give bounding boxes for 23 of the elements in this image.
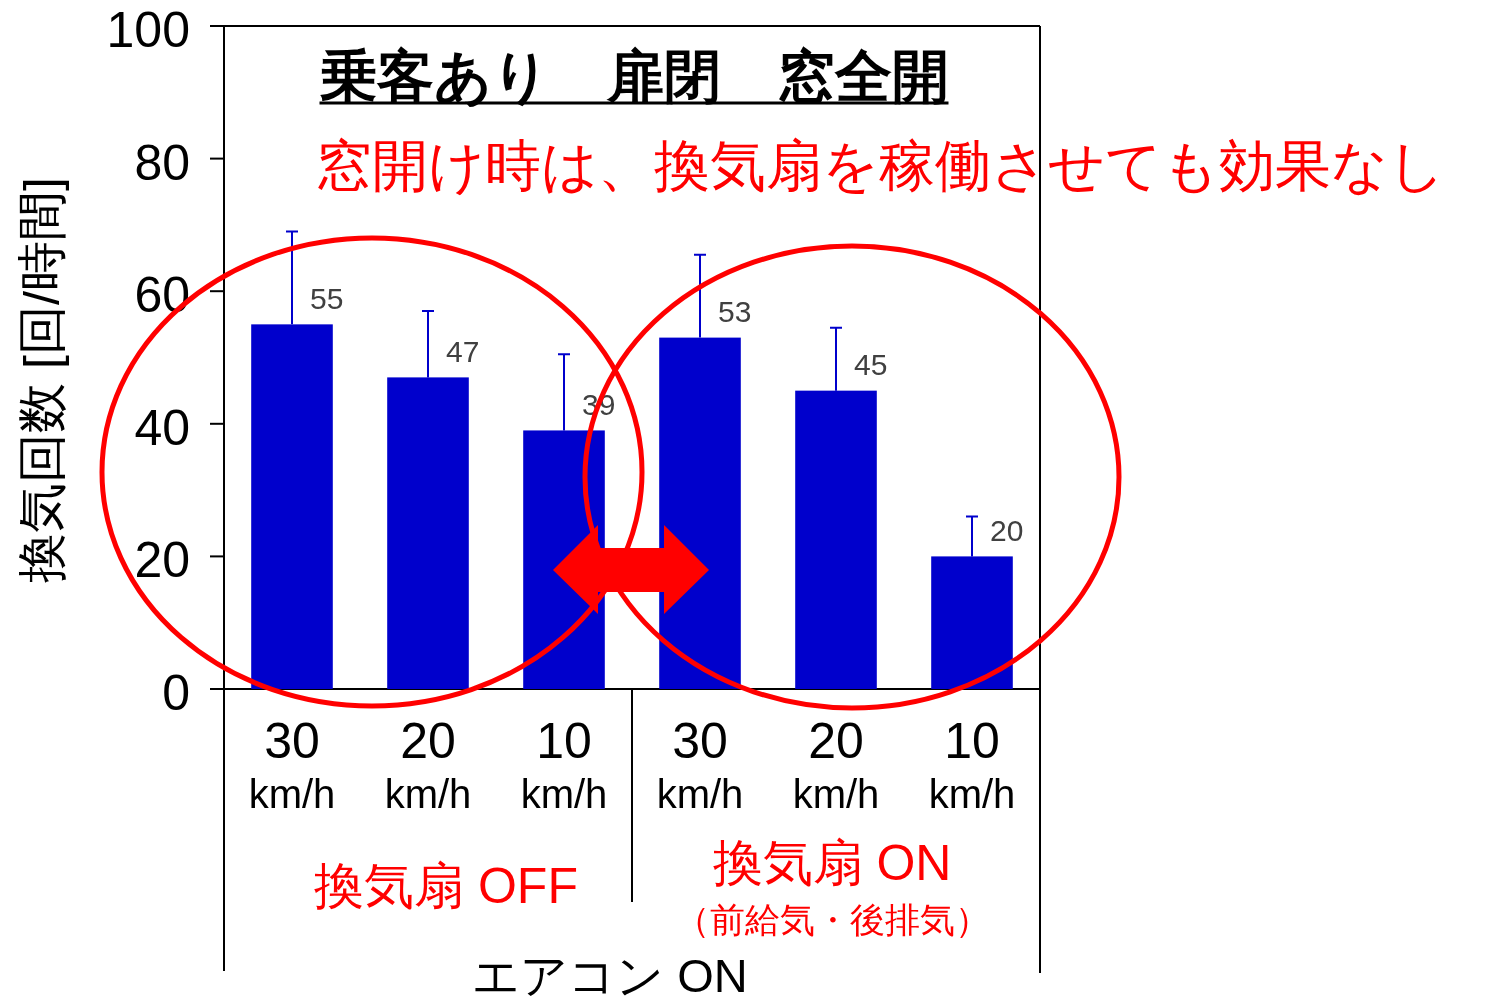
x-tick-label: 30 km/h — [248, 713, 336, 816]
x-tick-label: 20 km/h — [792, 713, 880, 816]
data-label: 53 — [718, 295, 752, 329]
y-tick-label: 0 — [162, 665, 190, 721]
x-tick-label: 20 km/h — [384, 713, 472, 816]
x-tick-label: 10 km/h — [520, 713, 608, 816]
text: （前給気・後排気） — [674, 900, 990, 939]
data-label: 55 — [310, 281, 344, 315]
x-tick-label: 10 km/h — [928, 713, 1016, 816]
chart-title: 乗客あり 扉閉 窓全開 — [319, 44, 949, 108]
x-axis-title: エアコン ON — [472, 949, 748, 999]
data-label: 47 — [446, 334, 480, 368]
annotation: 窓開け時は、換気扇を稼働させても効果なし — [316, 134, 1445, 197]
data-label: 45 — [854, 348, 888, 382]
text: 換気扇 ON — [712, 835, 952, 891]
y-tick-label: 100 — [106, 2, 190, 58]
y-axis-title: 換気回数 [回/時間] — [14, 177, 70, 583]
y-tick-label: 80 — [134, 134, 190, 191]
data-label: 20 — [990, 513, 1024, 547]
x-tick-label: 30 km/h — [656, 713, 744, 816]
y-tick-label: 40 — [134, 399, 190, 456]
text: 換気扇 OFF — [314, 858, 578, 914]
y-tick-label: 20 — [134, 532, 190, 589]
